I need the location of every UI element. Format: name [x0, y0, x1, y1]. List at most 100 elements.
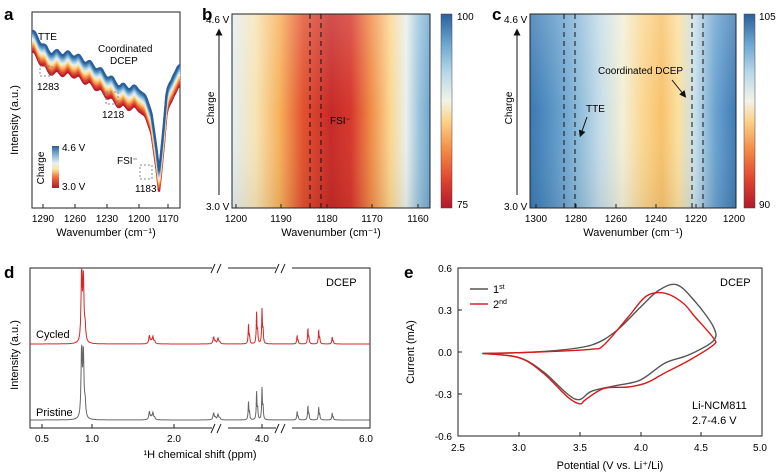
xtick-1290: 1290: [32, 214, 55, 225]
panel-b-cbar-min: 75: [457, 200, 469, 211]
xtick-1170: 1170: [361, 214, 383, 225]
panel-d-title: DCEP: [326, 277, 357, 289]
panel-a-tickmarks: [42, 204, 169, 208]
panel-a-ann-tte: TTE: [38, 32, 57, 43]
ytick-neg0.6: -0.6: [435, 432, 453, 443]
panel-c-xlabel: Wavenumber (cm⁻¹): [583, 227, 683, 239]
panel-a-legend-label: Charge: [36, 151, 47, 184]
panel-d-tickmarks: [41, 424, 263, 428]
panel-c-tickmarks: [535, 204, 697, 208]
panel-a-legend-bar: [52, 146, 59, 188]
panel-d-trace-cycled: [30, 268, 370, 345]
panel-a-peak-1218: 1218: [102, 110, 125, 121]
panel-a-spectra: [32, 29, 181, 192]
panel-c-heatmap-shade: [530, 14, 736, 208]
panel-c-tte-arrow: [578, 116, 588, 138]
panel-c: c Coordinated DCEP TTE 4.6 V 3.0 V Charg…: [492, 5, 776, 239]
xtick-4.0: 4.0: [255, 434, 269, 445]
panel-b-ylabel: Charge: [206, 91, 217, 124]
panel-c-frame: [529, 13, 737, 209]
panel-e-xlabel: Potential (V vs. Li⁺/Li): [557, 460, 664, 472]
panel-d-break-bottom-2: [276, 422, 292, 434]
xtick-1200: 1200: [723, 214, 746, 225]
panel-c-label: c: [492, 5, 501, 24]
panel-c-colorbar: [743, 13, 756, 209]
panel-e-curve-2nd: [482, 291, 717, 405]
ytick-0.6: 0.6: [438, 264, 452, 275]
panel-c-ytop: 4.6 V: [504, 15, 528, 26]
panel-d-ylabel: Intensity (a.u.): [9, 320, 21, 390]
panel-a: a Intensity (a.u.) TTE Coordinated DCEP …: [4, 5, 181, 239]
xtick-4.5: 4.5: [694, 443, 708, 454]
panel-a-legend-top: 4.6 V: [62, 143, 86, 154]
panel-d: d Intensity (a.u.) DCEP Cycled Pristine …: [4, 262, 373, 461]
panel-b-tickmarks: [235, 204, 419, 208]
panel-a-xlabel: Wavenumber (cm⁻¹): [56, 227, 156, 239]
panel-e-yticks: 0.6 0.3 0.0 -0.3 -0.6: [435, 264, 453, 443]
panel-d-xticks: 0.5 1.0 2.0 4.0 6.0: [35, 434, 373, 445]
xtick-5.0: 5.0: [753, 443, 767, 454]
panel-d-trace-pristine: Pristine: [36, 407, 73, 419]
panel-e-note-2: 2.7-4.6 V: [692, 415, 737, 427]
panel-c-ybottom: 3.0 V: [504, 202, 528, 213]
panel-c-ann-tte: TTE: [586, 104, 605, 115]
panel-a-ylabel: Intensity (a.u.): [9, 85, 21, 155]
xtick-4.0: 4.0: [634, 443, 648, 454]
panel-e-label: e: [404, 263, 413, 282]
xtick-1230: 1230: [96, 214, 119, 225]
panel-a-ann-fsi: FSI⁻: [117, 156, 138, 167]
panel-a-frame: [31, 11, 181, 209]
panel-d-break-top-2: [276, 262, 292, 274]
panel-c-ylabel-halo: Charge: [504, 91, 515, 124]
xtick-1200: 1200: [225, 214, 248, 225]
xtick-1200: 1200: [128, 214, 151, 225]
xtick-1220: 1220: [685, 214, 708, 225]
panel-e-legend-1: 1st: [493, 284, 505, 296]
xtick-6.0: 6.0: [359, 434, 373, 445]
panel-b-ylabel-halo: Charge: [206, 91, 217, 124]
panel-c-cbar-min: 90: [759, 200, 771, 211]
xtick-2.5: 2.5: [451, 443, 465, 454]
xtick-3.0: 3.0: [512, 443, 526, 454]
panel-d-xlabel: ¹H chemical shift (ppm): [143, 449, 256, 461]
panel-e: e Current (mA) 0.6 0.3 0.0 -0.3 -0.6 2.5…: [404, 263, 767, 472]
panel-e-tickmarks: [458, 309, 702, 436]
xtick-0.5: 0.5: [35, 434, 49, 445]
panel-b-colorbar: [440, 13, 453, 209]
panel-a-tte-box: [39, 65, 53, 77]
panel-a-fsi-box: [139, 164, 153, 180]
panel-a-spectrum-13: [32, 29, 181, 171]
panel-e-note-1: Li-NCM811: [692, 400, 747, 412]
xtick-1280: 1280: [565, 214, 588, 225]
panel-e-legend-2: 2nd: [493, 299, 507, 311]
panel-c-xticks: 1300 1280 1260 1240 1220 1200: [525, 214, 746, 225]
panel-a-dcep-box: [105, 91, 119, 105]
panel-b: b FSI⁻ 4.6 V 3.0 V Charge Charge 100 75 …: [202, 5, 474, 239]
panel-b-xticks: 1200 1190 1180 1170 1160: [225, 214, 429, 225]
panel-b-ann-fsi: FSI⁻: [330, 116, 351, 127]
panel-d-break-top-1: [212, 262, 228, 274]
panel-a-peak-1183: 1183: [135, 184, 157, 195]
panel-a-peak-1283: 1283: [37, 82, 60, 93]
ytick-0.0: 0.0: [438, 348, 452, 359]
ytick-neg0.3: -0.3: [435, 390, 453, 401]
xtick-1260: 1260: [64, 214, 87, 225]
panel-e-title: DCEP: [720, 277, 751, 289]
xtick-1180: 1180: [316, 214, 338, 225]
xtick-1260: 1260: [605, 214, 628, 225]
xtick-1300: 1300: [525, 214, 548, 225]
panel-b-cbar-max: 100: [457, 12, 474, 23]
panel-b-frame: [231, 13, 431, 209]
panel-d-trace-pristine: [30, 344, 370, 421]
xtick-1240: 1240: [645, 214, 668, 225]
panel-b-ytop: 4.6 V: [206, 15, 230, 26]
xtick-1170: 1170: [157, 214, 179, 225]
ytick-0.3: 0.3: [438, 306, 452, 317]
panel-d-break-bottom-1: [212, 422, 228, 434]
panel-b-label: b: [202, 5, 212, 24]
panel-d-frame: [29, 267, 371, 429]
panel-a-xticks: 1290 1260 1230 1200 1170: [32, 214, 179, 225]
panel-d-trace-cycled: Cycled: [36, 329, 70, 341]
panel-b-heatmap-shade: [232, 14, 430, 208]
